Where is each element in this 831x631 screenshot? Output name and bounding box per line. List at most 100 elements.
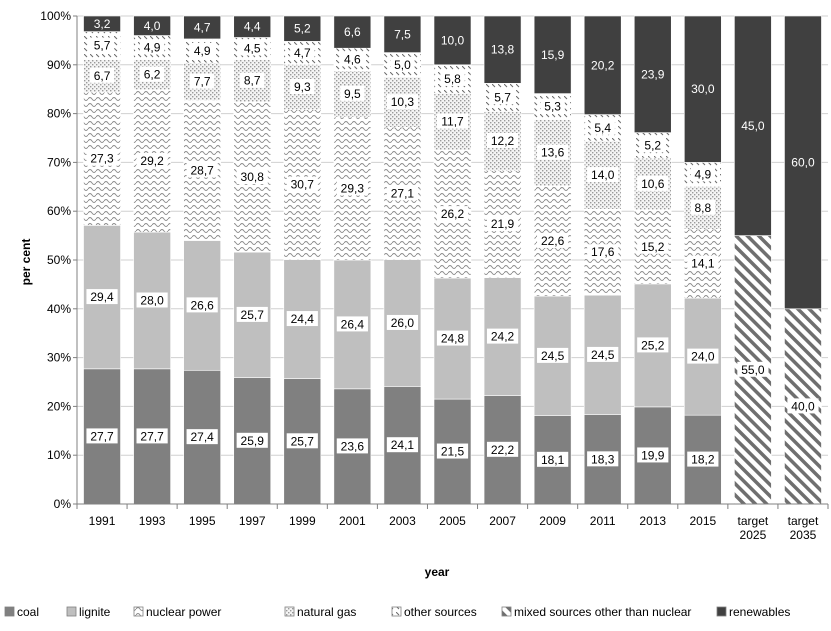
data-label: 29,2 — [140, 154, 164, 168]
data-label: 26,4 — [341, 317, 365, 331]
data-label: 40,0 — [791, 399, 815, 413]
data-label-bg — [86, 289, 118, 305]
bar-segment-renewables — [583, 15, 622, 115]
data-label: 30,0 — [691, 82, 715, 96]
data-label-bg — [486, 216, 519, 232]
data-label: 27,1 — [391, 186, 415, 200]
data-label-bg — [286, 311, 318, 327]
data-label: 28,7 — [190, 163, 214, 177]
data-label-bg — [587, 451, 619, 467]
data-label-bg — [587, 167, 619, 183]
data-label: 21,9 — [491, 217, 515, 231]
x-tick-label: 1991 — [89, 514, 116, 528]
data-label-bg — [486, 328, 519, 344]
data-label: 23,9 — [641, 67, 665, 81]
data-label: 22,6 — [541, 234, 565, 248]
data-labels: 27,7 29,4 27,3 6,7 5,7 3,2 27,7 28,0 29,2 6,2 4,9 4… — [86, 17, 819, 467]
data-label: 24,5 — [591, 348, 615, 362]
data-label: 5,2 — [294, 22, 311, 36]
data-label: 26,2 — [441, 207, 465, 221]
data-label-bg — [286, 433, 318, 449]
legend-label: mixed sources other than nuclear — [514, 605, 691, 619]
data-label: 60,0 — [791, 155, 815, 169]
data-label-bg — [386, 94, 419, 110]
data-label: 5,2 — [644, 138, 661, 152]
y-tick-label: 10% — [47, 448, 71, 462]
x-tick-label: target — [738, 514, 769, 528]
data-label-bg — [136, 292, 168, 308]
data-label-bg — [440, 70, 465, 86]
data-label: 12,2 — [491, 134, 515, 148]
data-label-bg — [436, 330, 469, 346]
data-label-bg — [687, 348, 719, 364]
data-label-bg — [386, 437, 419, 453]
legend-label: natural gas — [297, 605, 356, 619]
data-label: 5,4 — [594, 121, 611, 135]
data-label: 10,6 — [641, 177, 665, 191]
data-label: 4,7 — [294, 46, 311, 60]
data-label: 24,8 — [441, 332, 465, 346]
bar-segment-other-sources — [633, 132, 672, 159]
data-label-bg — [537, 232, 569, 248]
data-label: 13,6 — [541, 146, 565, 160]
data-label: 55,0 — [741, 363, 765, 377]
bar-segment-renewables — [483, 15, 522, 84]
data-label: 7,7 — [194, 75, 211, 89]
data-label-bg — [737, 361, 769, 377]
data-label: 4,6 — [344, 52, 361, 66]
data-label-bg — [139, 66, 165, 82]
legend-label: other sources — [404, 605, 477, 619]
data-label-bg — [687, 451, 719, 467]
x-tick-label: 2005 — [439, 514, 466, 528]
data-label-bg — [787, 398, 819, 414]
data-label: 15,2 — [641, 240, 665, 254]
data-label: 25,9 — [241, 434, 265, 448]
data-label-bg — [340, 85, 365, 101]
bar-segment-renewables — [533, 15, 572, 94]
data-label-bg — [436, 443, 469, 459]
data-label-bg — [186, 162, 218, 178]
x-tick-label: 2003 — [389, 514, 416, 528]
x-tick-label: 1997 — [239, 514, 266, 528]
data-label-bg — [340, 51, 365, 67]
data-label: 21,5 — [441, 445, 465, 459]
data-label-bg — [637, 337, 669, 353]
data-label: 25,7 — [241, 308, 265, 322]
data-label-bg — [236, 169, 268, 185]
data-label-bg — [486, 132, 519, 148]
data-label: 5,3 — [544, 100, 561, 114]
data-label-bg — [189, 42, 215, 58]
data-label: 6,7 — [94, 69, 111, 83]
data-label-bg — [436, 206, 469, 222]
data-label-bg — [290, 44, 315, 60]
data-label-bg — [537, 144, 569, 160]
y-tick-label: 90% — [47, 58, 71, 72]
data-label: 10,0 — [441, 33, 465, 47]
data-label-bg — [386, 314, 419, 330]
data-label: 6,6 — [344, 25, 361, 39]
data-label: 15,9 — [541, 48, 565, 62]
bar-segment-renewables — [633, 15, 672, 133]
data-label-bg — [640, 137, 665, 153]
bar-segment-renewables — [684, 15, 722, 163]
data-label-bg — [390, 56, 415, 72]
y-axis-title: per cent — [19, 239, 33, 286]
data-label-bg — [86, 150, 118, 166]
legend: coal lignite nuclear power natural gas other… — [4, 605, 790, 619]
data-label: 18,2 — [691, 453, 715, 467]
data-label: 4,9 — [144, 40, 161, 54]
data-label: 22,2 — [491, 443, 515, 457]
data-label: 19,9 — [641, 448, 665, 462]
data-label-bg — [86, 428, 118, 444]
data-label: 27,3 — [90, 152, 114, 166]
legend-swatch — [501, 606, 512, 617]
data-label-bg — [136, 428, 168, 444]
data-label: 26,6 — [190, 298, 214, 312]
data-label-bg — [637, 447, 669, 463]
data-label: 24,1 — [391, 438, 415, 452]
data-label-bg — [189, 73, 215, 89]
data-label: 9,5 — [344, 87, 361, 101]
data-label: 18,1 — [541, 453, 565, 467]
data-label: 25,7 — [291, 434, 315, 448]
